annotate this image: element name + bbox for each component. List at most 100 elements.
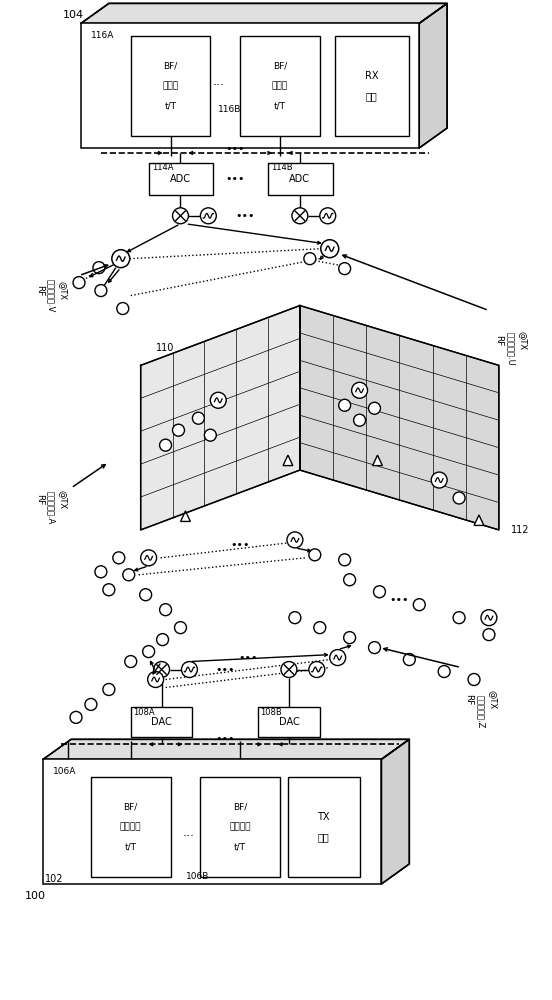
Circle shape: [113, 552, 125, 564]
Circle shape: [339, 263, 351, 275]
Text: t/T: t/T: [164, 102, 177, 111]
Text: BF/: BF/: [163, 62, 178, 71]
Polygon shape: [181, 511, 190, 521]
Text: t/T: t/T: [274, 102, 286, 111]
Circle shape: [141, 550, 157, 566]
Polygon shape: [300, 306, 499, 530]
Text: 波束成形器.Z: 波束成形器.Z: [476, 695, 485, 728]
Circle shape: [182, 662, 198, 678]
Circle shape: [117, 303, 129, 315]
Circle shape: [404, 654, 415, 666]
Circle shape: [369, 642, 380, 654]
Circle shape: [320, 208, 336, 224]
Text: 104: 104: [63, 10, 84, 20]
Bar: [131, 707, 193, 737]
Text: 波束成形器.A: 波束成形器.A: [46, 491, 56, 525]
Text: 预编码器: 预编码器: [120, 823, 141, 832]
Text: t/T: t/T: [234, 843, 246, 852]
Bar: [288, 777, 359, 877]
Circle shape: [160, 604, 172, 616]
Circle shape: [431, 472, 447, 488]
Text: •••: •••: [238, 653, 258, 663]
Circle shape: [344, 574, 355, 586]
Text: TX: TX: [317, 812, 330, 822]
Bar: [335, 36, 410, 136]
Polygon shape: [43, 739, 410, 759]
Bar: [148, 163, 213, 195]
Circle shape: [354, 414, 365, 426]
Circle shape: [93, 262, 105, 274]
Polygon shape: [283, 455, 293, 466]
Circle shape: [304, 253, 316, 265]
Circle shape: [173, 424, 184, 436]
Circle shape: [173, 208, 188, 224]
Text: 102: 102: [45, 874, 63, 884]
Circle shape: [157, 634, 168, 646]
Text: @TX: @TX: [59, 281, 67, 300]
Polygon shape: [373, 455, 383, 466]
Circle shape: [160, 439, 172, 451]
Circle shape: [413, 599, 425, 611]
Circle shape: [483, 629, 495, 641]
Text: ...: ...: [213, 75, 224, 88]
Circle shape: [309, 662, 325, 678]
Polygon shape: [141, 306, 300, 530]
Circle shape: [123, 569, 135, 581]
Text: •••: •••: [225, 144, 245, 154]
Circle shape: [453, 492, 465, 504]
Text: RF: RF: [465, 694, 474, 705]
Circle shape: [468, 674, 480, 685]
Circle shape: [369, 402, 380, 414]
Bar: [43, 759, 381, 884]
Text: •••: •••: [230, 540, 250, 550]
Text: ...: ...: [183, 826, 194, 839]
Text: RF: RF: [35, 285, 44, 296]
Bar: [268, 163, 333, 195]
Text: t/T: t/T: [125, 843, 137, 852]
Circle shape: [95, 285, 107, 297]
Circle shape: [289, 612, 301, 624]
Circle shape: [309, 549, 321, 561]
Text: 108B: 108B: [260, 708, 282, 717]
Circle shape: [210, 392, 226, 408]
Circle shape: [281, 662, 297, 678]
Circle shape: [438, 666, 450, 678]
Text: DAC: DAC: [151, 717, 172, 727]
Polygon shape: [420, 3, 447, 148]
Text: ADC: ADC: [170, 174, 191, 184]
Circle shape: [142, 646, 155, 658]
Polygon shape: [81, 3, 447, 23]
Circle shape: [352, 382, 368, 398]
Bar: [240, 36, 320, 136]
Circle shape: [140, 589, 152, 601]
Bar: [91, 777, 171, 877]
Text: 114A: 114A: [152, 163, 173, 172]
Text: BF/: BF/: [273, 62, 287, 71]
Circle shape: [73, 277, 85, 289]
Text: 100: 100: [25, 891, 46, 901]
Text: 波束成形器.U: 波束成形器.U: [506, 332, 516, 365]
Text: 110: 110: [156, 343, 174, 353]
Text: 均衡器: 均衡器: [162, 82, 179, 91]
Circle shape: [453, 612, 465, 624]
Text: BF/: BF/: [124, 803, 138, 812]
Text: RF: RF: [35, 494, 44, 506]
Circle shape: [200, 208, 216, 224]
Circle shape: [70, 711, 82, 723]
Text: •••: •••: [215, 734, 235, 744]
Bar: [81, 23, 420, 148]
Bar: [131, 36, 210, 136]
Text: @TX: @TX: [489, 690, 497, 709]
Text: 基带: 基带: [365, 91, 378, 101]
Circle shape: [95, 566, 107, 578]
Circle shape: [481, 610, 497, 626]
Circle shape: [174, 622, 187, 634]
Circle shape: [344, 632, 355, 644]
Polygon shape: [474, 515, 484, 525]
Text: RF: RF: [495, 335, 503, 346]
Text: 116B: 116B: [218, 105, 242, 114]
Circle shape: [153, 662, 169, 678]
Circle shape: [147, 672, 163, 687]
Circle shape: [374, 586, 385, 598]
Text: •••: •••: [390, 595, 409, 605]
